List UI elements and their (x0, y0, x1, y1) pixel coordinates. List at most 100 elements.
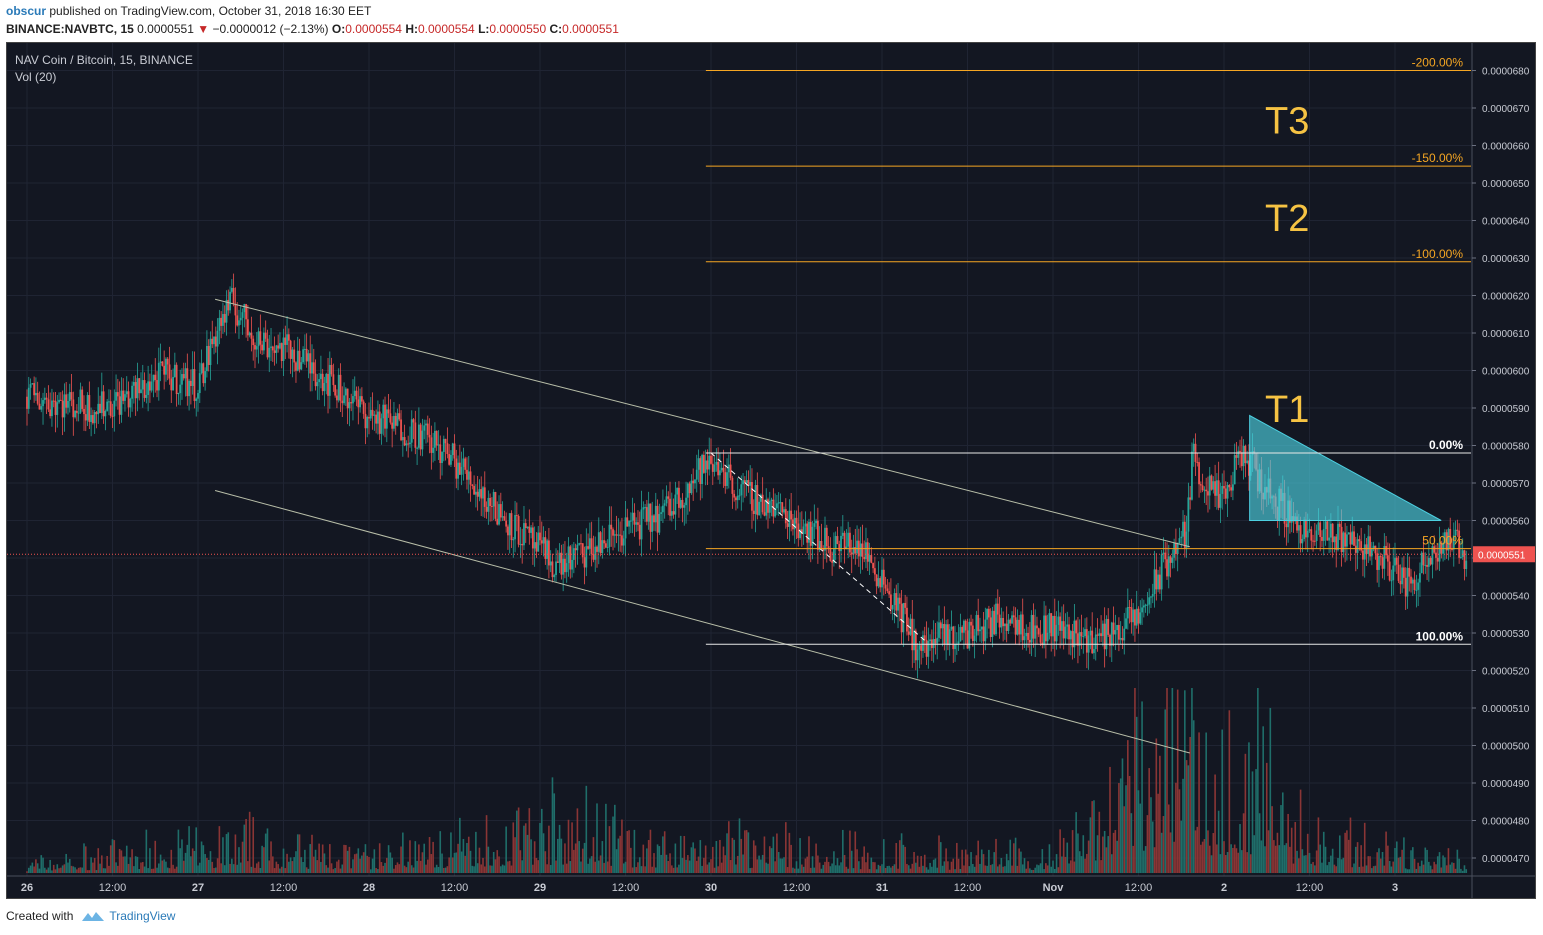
candle-body (86, 395, 89, 421)
volume-bar (877, 864, 880, 873)
fib-trend-dashed-line[interactable] (710, 452, 926, 641)
volume-bar (710, 859, 712, 873)
volume-bar (84, 846, 87, 873)
volume-bar (444, 867, 447, 873)
volume-bar (113, 840, 116, 873)
candle-body (182, 374, 185, 379)
candle-body (681, 499, 684, 508)
volume-bar (1296, 850, 1298, 873)
volume-bar (742, 854, 744, 873)
volume-bar (979, 863, 981, 873)
candle-body (1313, 540, 1316, 542)
volume-bar (115, 862, 117, 873)
candle-body (58, 399, 60, 403)
candle-body (305, 348, 308, 362)
tradingview-link[interactable]: TradingView (81, 909, 175, 923)
candle-body (868, 555, 871, 562)
author-name[interactable]: obscur (6, 4, 47, 18)
volume-bar (239, 862, 242, 873)
candle-body (528, 526, 531, 533)
volume-bar (1080, 856, 1083, 873)
candle-body (173, 364, 176, 377)
volume-bar (353, 854, 356, 873)
channel-upper-line[interactable] (214, 298, 1190, 548)
volume-bar (475, 831, 477, 873)
volume-bar (1228, 710, 1231, 873)
volume-bar (1078, 851, 1081, 873)
volume-bar (1392, 861, 1395, 873)
volume-bar (542, 833, 545, 873)
volume-bar (931, 866, 933, 873)
channel-lower-line[interactable] (214, 490, 1190, 754)
candle-body (116, 392, 119, 397)
volume-bar (711, 846, 714, 873)
volume-bar (1114, 830, 1117, 873)
candle-body (656, 505, 659, 533)
volume-bar (1452, 862, 1455, 873)
candle-body (225, 299, 228, 323)
candle-body (695, 469, 698, 480)
candle-body (1169, 556, 1172, 563)
candle-body (923, 635, 926, 640)
candle-body (984, 619, 987, 642)
candle-body (134, 382, 137, 399)
volume-bar (874, 862, 876, 873)
candle-body (1009, 619, 1012, 624)
candle-body (1237, 450, 1240, 458)
volume-bar (1265, 762, 1268, 873)
candle-body (1062, 621, 1065, 639)
volume-bar (510, 865, 513, 873)
volume-bar (63, 864, 66, 873)
volume-bar (325, 865, 328, 873)
candle-body (939, 622, 942, 629)
volume-bar (799, 838, 801, 873)
volume-bar (744, 830, 746, 873)
volume-bar (439, 831, 442, 873)
price-chart[interactable]: 0.00006800.00006700.00006600.00006500.00… (7, 43, 1535, 898)
volume-bar (184, 852, 187, 873)
volume-bar (288, 861, 290, 873)
triangle-pattern[interactable] (1249, 414, 1442, 521)
volume-bar (818, 862, 821, 873)
volume-bar (284, 868, 287, 873)
candle-body (702, 454, 705, 473)
volume-bar (81, 867, 84, 873)
candle-body (209, 338, 212, 366)
candle-body (68, 392, 71, 401)
volume-bar (243, 824, 246, 873)
volume-bar (1242, 813, 1245, 873)
candle-body (385, 409, 388, 429)
candle-body (841, 532, 844, 536)
candle-body (599, 532, 602, 554)
volume-bar (783, 857, 785, 873)
candle-body (118, 396, 121, 415)
candle-body (323, 383, 326, 392)
candle-body (929, 639, 931, 642)
candle-body (172, 376, 174, 391)
volume-bar (471, 865, 474, 873)
volume-bar (345, 845, 347, 873)
volume-bar (854, 831, 857, 873)
candle-body (336, 395, 338, 401)
candle-body (966, 630, 969, 649)
volume-bar (925, 867, 928, 873)
candle-body (631, 512, 634, 521)
candle-body (576, 544, 579, 551)
candle-body (248, 332, 251, 336)
volume-bar (487, 846, 490, 873)
volume-bar (1086, 853, 1088, 873)
candle-body (1164, 552, 1167, 560)
volume-bar (170, 849, 173, 873)
candle-body (788, 510, 791, 527)
candle-body (132, 382, 135, 386)
volume-bar (964, 849, 967, 873)
volume-bar (704, 845, 707, 873)
volume-bar (1333, 864, 1336, 873)
volume-bar (1064, 856, 1067, 873)
volume-bar (564, 843, 566, 873)
volume-bar (590, 856, 593, 873)
candle-body (881, 569, 883, 588)
volume-bar (483, 866, 486, 873)
candle-body (913, 630, 915, 651)
volume-bar (865, 862, 867, 873)
